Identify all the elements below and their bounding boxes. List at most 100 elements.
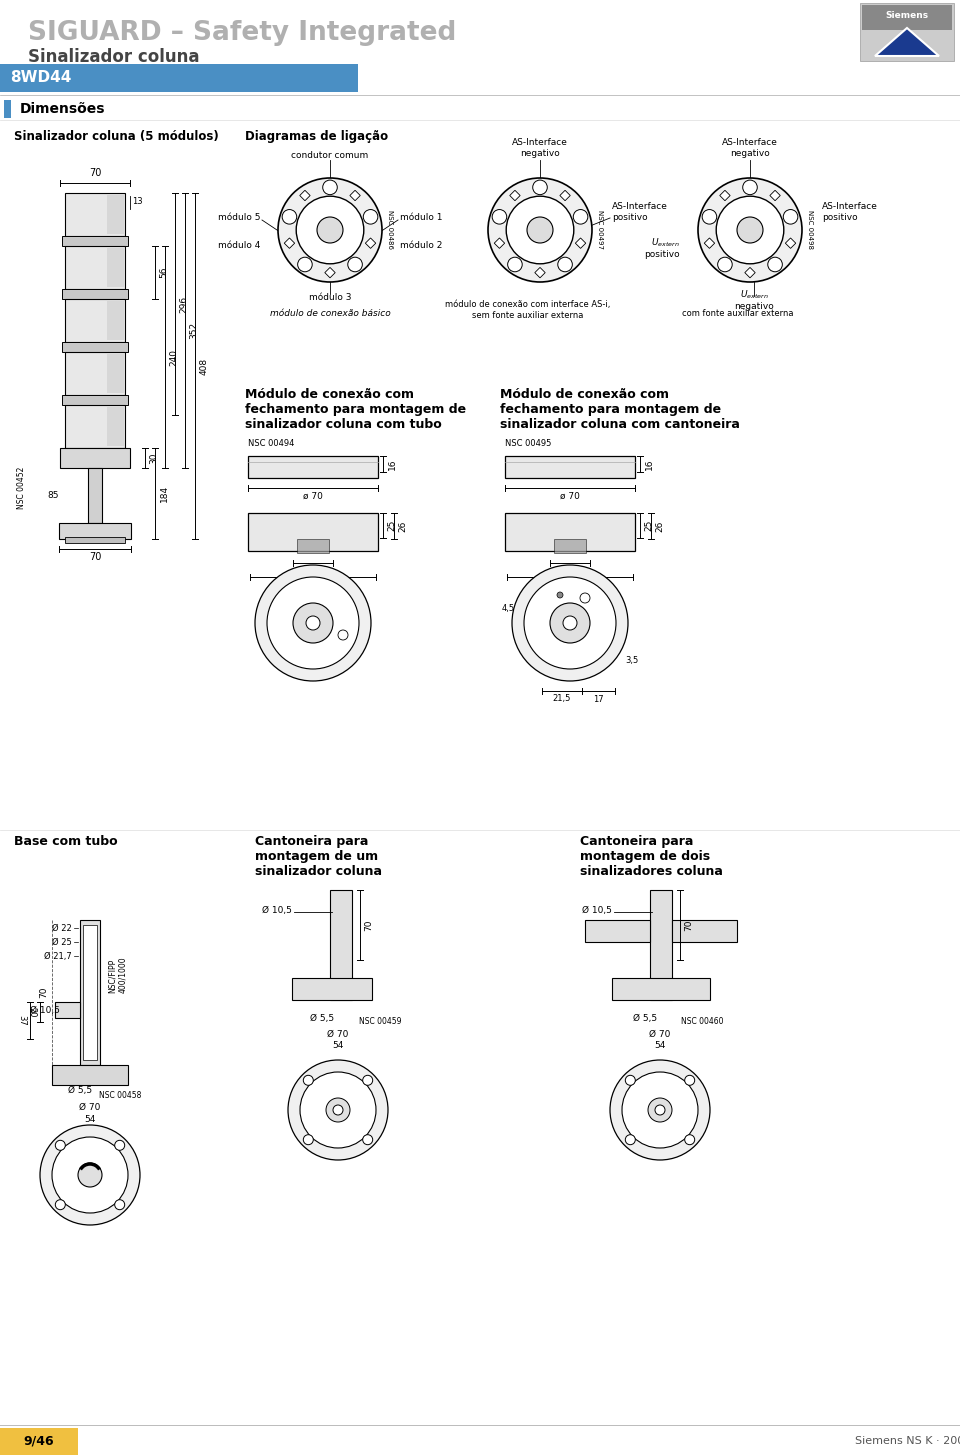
Circle shape	[298, 258, 312, 272]
Text: Dimensões: Dimensões	[20, 102, 106, 116]
Text: 26: 26	[398, 521, 407, 531]
Text: Ø 70: Ø 70	[327, 1030, 348, 1039]
Text: NSC 00494: NSC 00494	[248, 439, 295, 448]
Polygon shape	[366, 239, 375, 249]
Circle shape	[56, 1200, 65, 1209]
Circle shape	[527, 217, 553, 243]
Circle shape	[114, 1200, 125, 1209]
Text: NSC 00497: NSC 00497	[597, 211, 603, 249]
Text: ø 25,2: ø 25,2	[556, 566, 584, 576]
Polygon shape	[300, 191, 310, 201]
Circle shape	[506, 196, 574, 263]
Text: NSC 00452: NSC 00452	[17, 467, 27, 509]
Text: módulo 5: módulo 5	[218, 214, 260, 223]
Bar	[62, 236, 128, 246]
Bar	[88, 469, 102, 522]
Text: Siemens: Siemens	[885, 12, 928, 20]
Text: Ø 22: Ø 22	[52, 924, 72, 933]
Circle shape	[512, 565, 628, 681]
Text: ø 25,2: ø 25,2	[299, 566, 327, 576]
Text: Módulo de conexão com
fechamento para montagem de
sinalizador coluna com tubo: Módulo de conexão com fechamento para mo…	[245, 388, 467, 431]
Text: 70: 70	[89, 551, 101, 562]
Circle shape	[508, 258, 522, 272]
Bar	[0, 1427, 78, 1455]
Bar	[60, 448, 130, 469]
Polygon shape	[785, 239, 796, 249]
Bar	[672, 920, 737, 941]
Bar	[292, 978, 372, 1000]
Text: 408: 408	[200, 358, 208, 374]
Text: 3,5: 3,5	[625, 656, 638, 665]
Circle shape	[300, 1072, 376, 1148]
Circle shape	[743, 180, 757, 195]
Circle shape	[492, 210, 507, 224]
Text: Diagramas de ligação: Diagramas de ligação	[245, 129, 388, 143]
Text: 54: 54	[655, 1042, 665, 1051]
Bar	[650, 890, 672, 1000]
Bar	[585, 920, 650, 941]
Circle shape	[282, 210, 297, 224]
Text: Ø 70: Ø 70	[649, 1030, 671, 1039]
Polygon shape	[535, 268, 545, 278]
Circle shape	[40, 1125, 140, 1225]
Text: NSC 00486: NSC 00486	[387, 211, 393, 249]
Polygon shape	[284, 239, 295, 249]
Text: módulo de conexão básico: módulo de conexão básico	[270, 310, 391, 319]
Text: 30: 30	[150, 453, 158, 464]
Polygon shape	[720, 191, 731, 201]
Polygon shape	[875, 28, 939, 55]
Text: Ø 10,5: Ø 10,5	[30, 1005, 60, 1014]
Text: condutor comum: condutor comum	[292, 151, 369, 160]
Text: módulo de conexão com interface AS-i,
sem fonte auxiliar externa: módulo de conexão com interface AS-i, se…	[445, 300, 611, 320]
Bar	[65, 537, 125, 543]
Text: Cantoneira para
montagem de um
sinalizador coluna: Cantoneira para montagem de um sinalizad…	[255, 835, 382, 877]
Bar	[248, 514, 378, 551]
Bar	[862, 4, 952, 31]
Bar	[4, 100, 11, 118]
Circle shape	[278, 178, 382, 282]
Circle shape	[255, 565, 371, 681]
Polygon shape	[349, 191, 360, 201]
Bar	[65, 194, 125, 236]
Polygon shape	[575, 239, 586, 249]
Bar	[62, 342, 128, 352]
Text: ø 63: ø 63	[303, 581, 323, 589]
Circle shape	[655, 1104, 665, 1115]
Text: Ø 10,5: Ø 10,5	[262, 905, 292, 915]
Bar	[505, 514, 635, 551]
Bar	[55, 1002, 80, 1018]
Circle shape	[648, 1099, 672, 1122]
Circle shape	[52, 1136, 128, 1213]
Text: NSC 00498: NSC 00498	[807, 211, 813, 249]
Text: 70: 70	[684, 920, 693, 931]
Polygon shape	[510, 191, 520, 201]
Text: Ø 5,5: Ø 5,5	[633, 1014, 657, 1023]
Bar	[65, 298, 125, 342]
Bar	[860, 3, 954, 61]
Text: 70: 70	[89, 167, 101, 178]
Text: 9/46: 9/46	[24, 1435, 55, 1448]
Text: 56: 56	[159, 266, 169, 278]
Text: AS-Interface
negativo: AS-Interface negativo	[722, 138, 778, 157]
Text: NSC 00460: NSC 00460	[681, 1017, 723, 1026]
Bar	[107, 407, 124, 447]
Bar	[65, 246, 125, 290]
Text: 184: 184	[159, 485, 169, 502]
Text: AS-Interface
positivo: AS-Interface positivo	[612, 202, 668, 221]
Bar	[612, 978, 710, 1000]
Circle shape	[563, 615, 577, 630]
Circle shape	[550, 602, 590, 643]
Text: Sinalizador coluna (5 módulos): Sinalizador coluna (5 módulos)	[14, 129, 219, 143]
Circle shape	[78, 1163, 102, 1187]
Circle shape	[114, 1141, 125, 1151]
Circle shape	[573, 210, 588, 224]
Text: NSC 00459: NSC 00459	[359, 1017, 401, 1026]
Bar	[83, 925, 97, 1061]
Circle shape	[363, 1075, 372, 1085]
Circle shape	[625, 1075, 636, 1085]
Text: AS-Interface
negativo: AS-Interface negativo	[512, 138, 568, 157]
Text: 37: 37	[17, 1016, 27, 1026]
Text: módulo 4: módulo 4	[218, 240, 260, 249]
Circle shape	[348, 258, 362, 272]
Text: 296: 296	[180, 295, 188, 313]
